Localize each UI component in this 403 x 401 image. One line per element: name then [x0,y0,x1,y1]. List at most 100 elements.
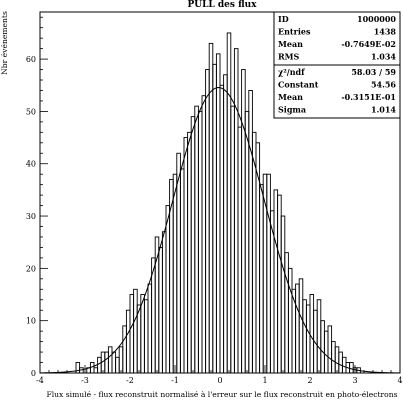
histogram-bar [147,283,153,374]
stats-label: ID [278,14,289,24]
stats-box: ID 1000000 Entries 1438 Mean -0.7649E-02 RMS 1.… [273,11,401,119]
y-tick-label: 40 [26,160,36,169]
histogram-bar [334,346,340,374]
histogram-bar [115,356,120,374]
chart-title: PULL des flux [187,0,257,10]
histogram-bar [248,90,253,374]
stats-value: 1.014 [371,105,396,115]
x-tick-label: 2 [307,376,312,385]
histogram-bar [219,84,225,374]
gaussian-fit-line [39,87,400,374]
histogram-bar [277,194,282,374]
histogram-bar [341,356,347,374]
histogram-bar [284,252,289,374]
histogram-bar [158,246,163,374]
histogram-bar [201,95,207,374]
histogram-bar [259,184,264,374]
histogram-bar [107,346,113,374]
histogram-bar [237,126,243,374]
histogram-bar [93,367,99,374]
y-tick-label: 60 [26,55,36,64]
y-tick-label: 0 [31,369,36,378]
histogram-bar [215,53,221,374]
histogram-bar [212,63,217,374]
y-tick-label: 50 [26,107,36,116]
stats-label: Sigma [278,105,306,115]
histogram-bar [273,189,279,374]
histogram-bar [183,137,189,374]
histogram-bar [161,231,167,374]
x-tick-label: -2 [126,376,134,385]
stats-label: RMS [278,52,300,62]
x-tick-label: 3 [352,376,357,385]
histogram-bar [287,267,293,374]
x-tick-label: -1 [171,376,179,385]
histogram-bar [241,69,246,374]
stats-value: 1000000 [357,14,396,24]
histogram-bar [302,299,307,374]
histogram-bar [172,173,178,374]
histogram-bar [187,131,192,374]
stats-value: 1438 [374,27,397,37]
histogram-bar [104,351,109,374]
stats-label: Mean [278,92,303,102]
histogram-bar [165,205,171,374]
histogram-bar [295,283,300,374]
histogram-bar [266,173,271,374]
stats-value: -0.7649E-02 [341,39,396,49]
histogram-bar [122,325,127,374]
histogram-bar [226,32,232,374]
y-axis-label: Nbr événements [0,11,9,75]
histogram-bar [349,362,354,374]
histogram-bar [331,341,336,374]
stats-value: -0.3151E-01 [341,92,396,102]
stats-label: Mean [278,39,303,49]
stats-value: 58.03 / 59 [351,67,396,77]
histogram-bar [169,178,174,374]
stats-label: Constant [278,80,319,90]
histogram-bar [327,325,333,374]
histogram-bar [194,105,199,374]
histogram-bar [298,278,304,374]
y-tick-label: 30 [26,212,36,221]
histogram-bar [97,356,102,374]
stats-label: χ²/ndf [278,67,305,77]
histogram-bar [111,351,117,374]
histogram-bar [176,152,181,374]
histogram-bar [223,74,228,374]
fit-curve [39,87,400,374]
histogram-bar [125,309,131,374]
histogram-bar [280,215,286,374]
histogram-bar [129,294,135,374]
histogram-bar [305,304,311,374]
histogram-bar [244,110,250,374]
histogram-bar [197,110,203,374]
stats-value: 1.034 [371,52,396,62]
histogram-bar [143,299,149,374]
x-tick-label: 4 [397,376,402,385]
histogram-bar [230,105,235,374]
histogram-bar [190,116,196,374]
x-tick-label: 0 [217,376,222,385]
y-tick-label: 20 [26,264,36,273]
x-axis-label: Flux simulé - flux reconstruit normalisé… [46,390,397,399]
histogram-bar [320,320,325,374]
histogram-bar [136,304,142,374]
x-tick-label: -3 [81,376,89,385]
y-tick-label: 10 [26,317,36,326]
x-tick-label: 1 [262,376,267,385]
histogram-bar [338,351,343,374]
histogram-bar [316,299,322,374]
histogram-bar [323,330,329,374]
histogram-bar [179,168,185,374]
stats-label: Entries [278,27,311,37]
histogram-bar [140,294,145,374]
histogram-bar [309,294,315,374]
stats-value: 54.56 [371,80,396,90]
histogram-bar [75,362,81,374]
x-tick-label: -4 [36,376,44,385]
histogram-bar [133,288,138,374]
